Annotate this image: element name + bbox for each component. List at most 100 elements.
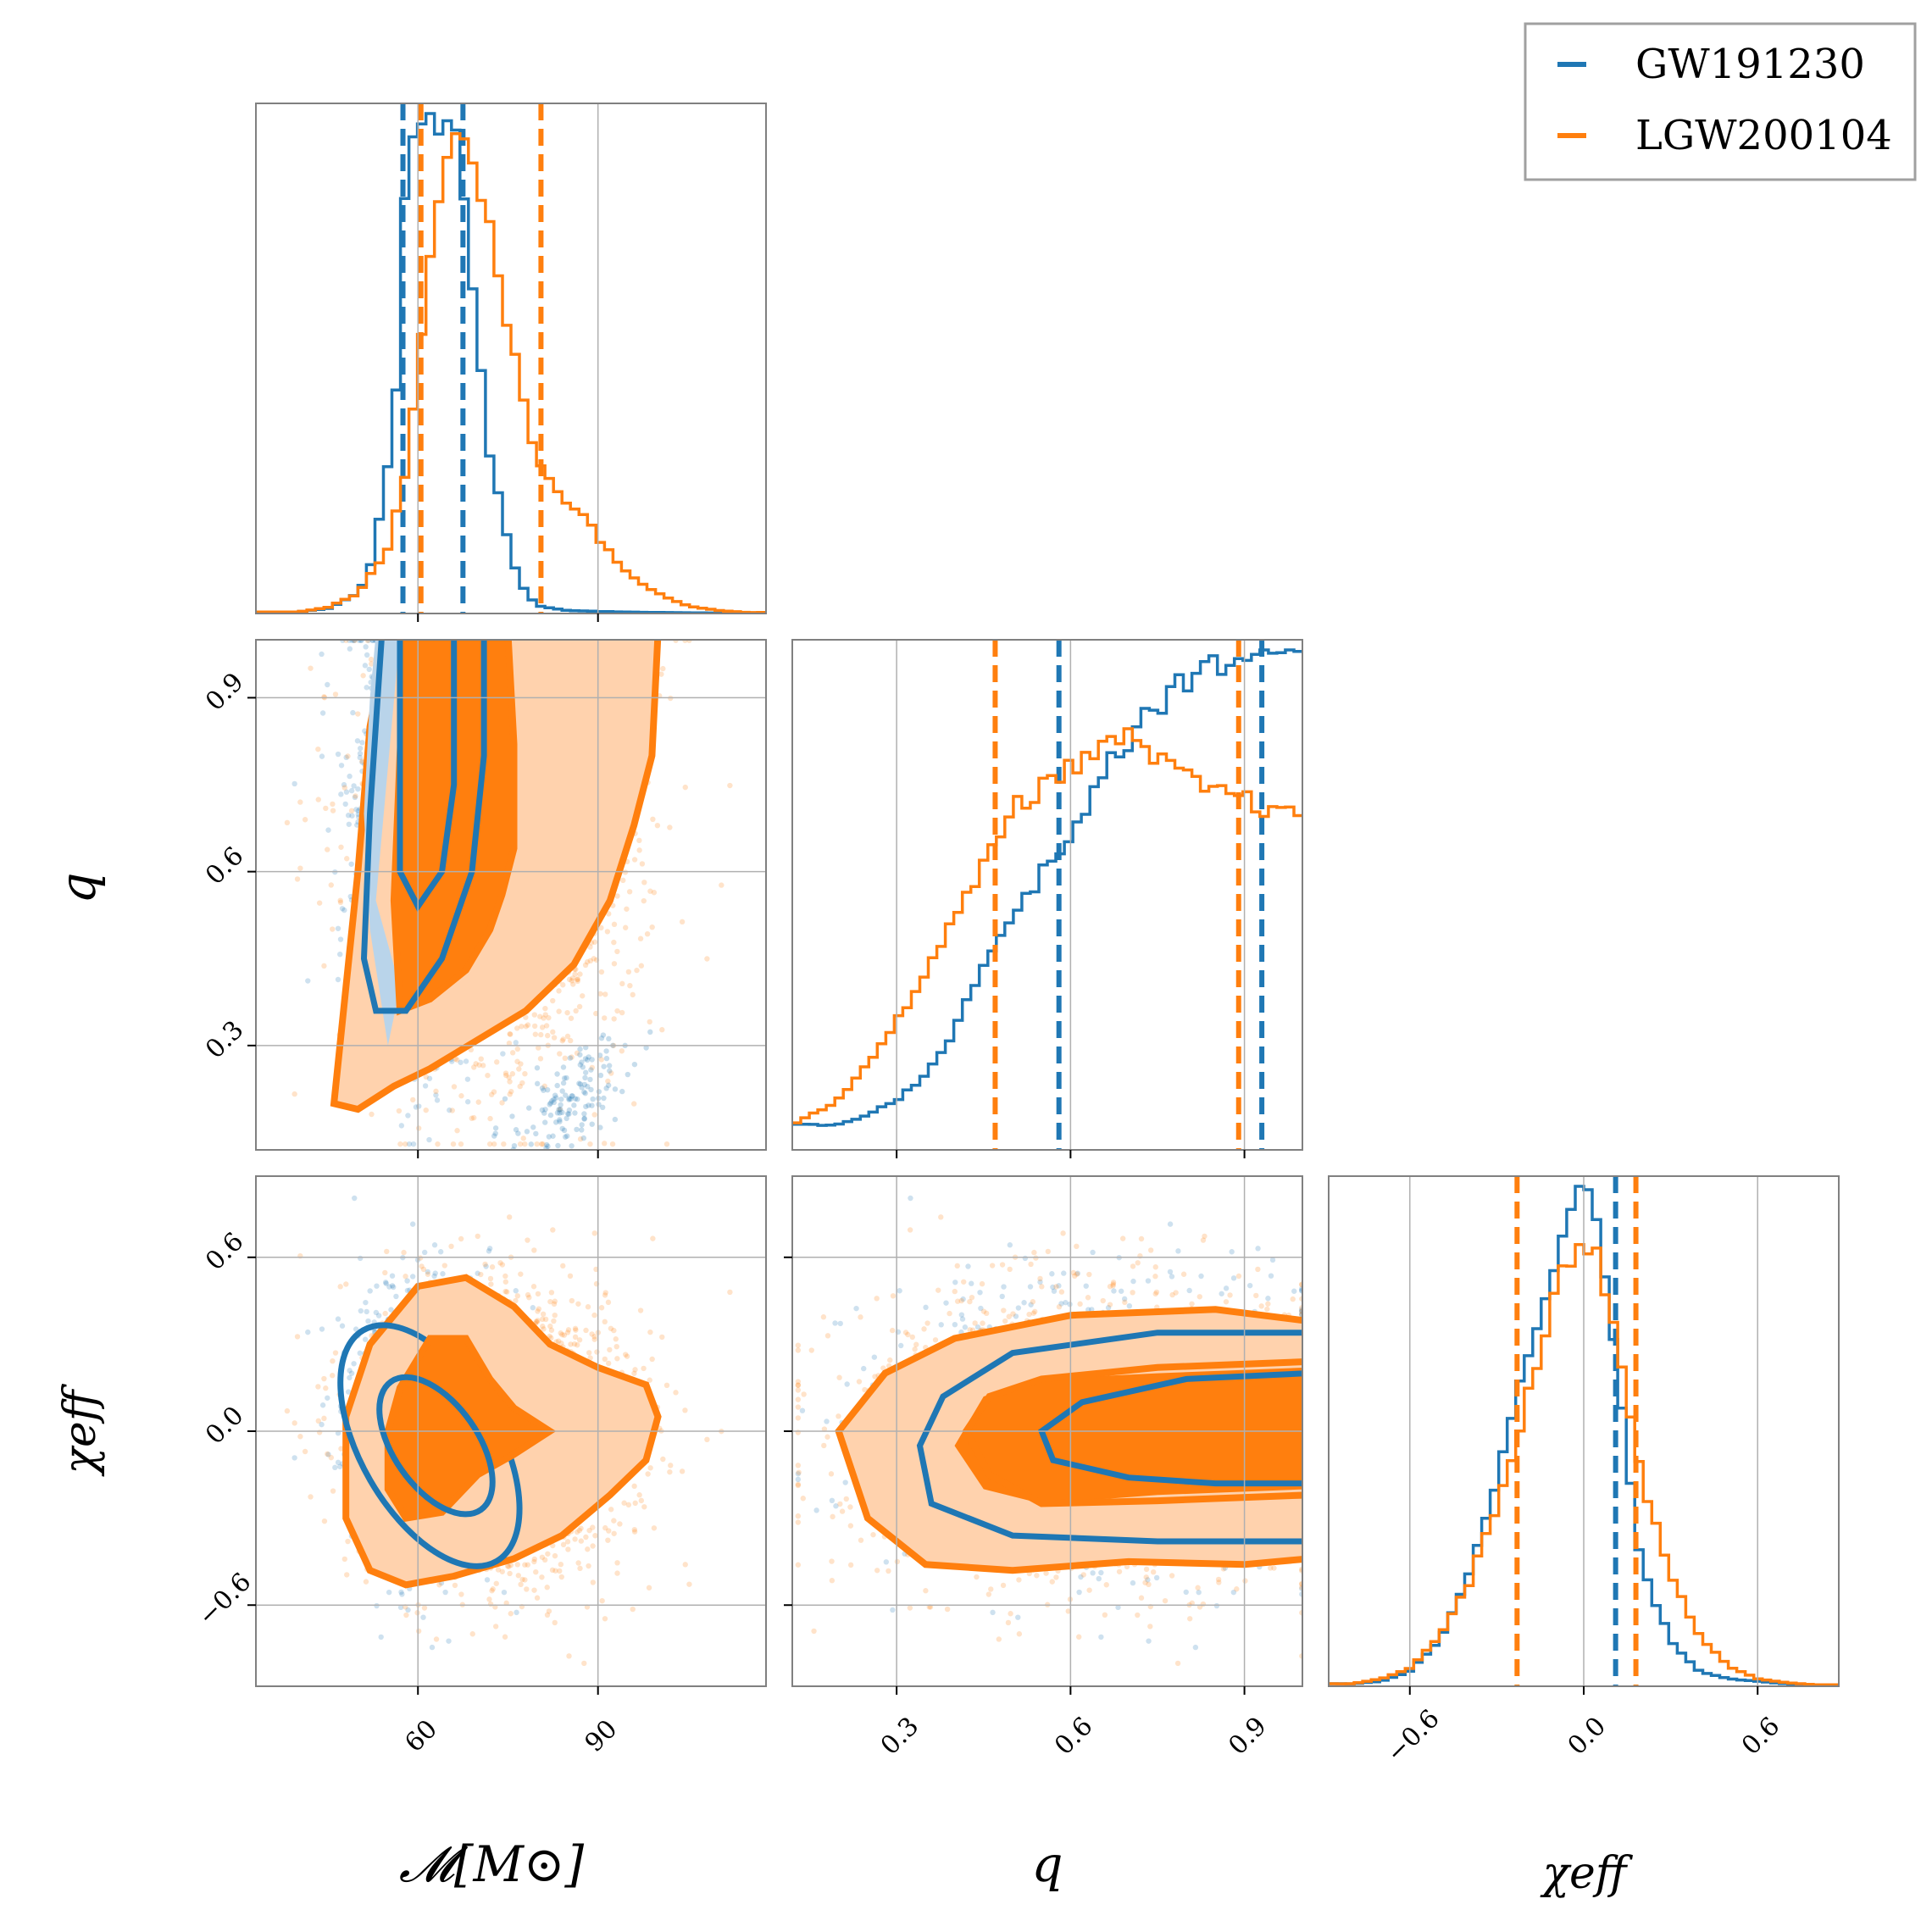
scatter-point <box>398 1589 404 1596</box>
scatter-point <box>619 1048 625 1054</box>
scatter-point <box>373 1309 380 1316</box>
scatter-point <box>651 890 658 896</box>
scatter-point <box>580 993 586 999</box>
scatter-point <box>579 1059 585 1065</box>
scatter-point <box>607 1068 613 1074</box>
scatter-point <box>359 758 365 764</box>
scatter-point <box>534 1080 541 1087</box>
scatter-point <box>534 1141 540 1147</box>
scatter-point <box>325 1452 331 1457</box>
scatter-point <box>560 982 566 988</box>
scatter-point <box>624 906 630 912</box>
scatter-point <box>541 1087 547 1093</box>
scatter-point <box>410 1141 417 1147</box>
scatter-point <box>423 1107 429 1113</box>
scatter-point <box>557 1051 563 1057</box>
scatter-point <box>343 789 350 795</box>
scatter-point <box>364 652 370 658</box>
scatter-point <box>308 665 314 671</box>
scatter-point <box>454 1128 460 1134</box>
scatter-point <box>319 1421 325 1428</box>
scatter-point <box>591 956 597 962</box>
scatter-point <box>589 1057 595 1063</box>
scatter-point <box>569 975 576 981</box>
scatter-point <box>530 1305 536 1311</box>
scatter-point <box>421 1249 428 1256</box>
scatter-point <box>566 1107 573 1113</box>
scatter-point <box>431 1273 437 1280</box>
scatter-point <box>359 740 365 746</box>
scatter-point <box>369 661 375 667</box>
scatter-point <box>545 1032 551 1039</box>
scatter-point <box>560 1080 567 1086</box>
scatter-point <box>597 991 603 997</box>
scatter-point <box>513 1157 518 1162</box>
scatter-point <box>580 1135 587 1141</box>
scatter-point <box>348 787 355 794</box>
scatter-point <box>636 847 642 853</box>
scatter-point <box>568 1096 574 1102</box>
scatter-point <box>348 808 355 814</box>
scatter-point <box>562 1134 569 1140</box>
scatter-point <box>555 1142 561 1149</box>
scatter-point <box>544 1086 551 1093</box>
scatter-point <box>506 1074 512 1080</box>
scatter-point <box>325 847 330 852</box>
scatter-point <box>323 805 329 812</box>
scatter-point <box>602 1015 608 1021</box>
scatter-point <box>574 1126 580 1133</box>
scatter-point <box>514 1046 521 1052</box>
scatter-point <box>531 1012 538 1018</box>
scatter-point <box>546 1014 552 1021</box>
scatter-point <box>564 1033 571 1040</box>
scatter-point <box>581 1116 587 1122</box>
scatter-point <box>522 1141 528 1147</box>
scatter-point <box>560 1064 567 1070</box>
scatter-point <box>526 1105 532 1111</box>
scatter-point <box>528 1141 535 1147</box>
scatter-point <box>297 865 303 871</box>
scatter-point <box>345 753 351 759</box>
scatter-point <box>475 1099 481 1105</box>
scatter-point <box>558 1096 564 1102</box>
scatter-point <box>572 1096 579 1102</box>
scatter-point <box>620 877 626 884</box>
scatter-point <box>639 861 646 867</box>
scatter-point <box>319 753 325 759</box>
scatter-point <box>332 1464 338 1471</box>
scatter-point <box>550 997 556 1004</box>
scatter-point <box>351 1361 357 1367</box>
scatter-point <box>542 1119 548 1125</box>
scatter-point <box>502 1072 509 1079</box>
scatter-point <box>605 1082 612 1088</box>
scatter-point <box>603 1085 609 1091</box>
scatter-point <box>587 958 594 964</box>
scatter-point <box>352 794 358 801</box>
scatter-point <box>519 1080 525 1086</box>
scatter-point <box>338 844 344 850</box>
scatter-point <box>405 1607 411 1613</box>
scatter-point <box>330 926 336 932</box>
scatter-point <box>432 1270 438 1276</box>
scatter-point <box>492 1125 499 1131</box>
scatter-point <box>475 1270 480 1276</box>
scatter-point <box>598 1057 604 1063</box>
scatter-point <box>584 959 591 965</box>
scatter-point <box>353 793 358 799</box>
scatter-point <box>536 1045 541 1051</box>
scatter-point <box>347 646 353 652</box>
scatter-point <box>641 897 647 904</box>
scatter-point <box>302 817 308 823</box>
scatter-point <box>357 1255 364 1262</box>
scatter-point <box>339 906 346 912</box>
scatter-point <box>599 1104 606 1111</box>
scatter-point <box>434 1097 441 1103</box>
scatter-point <box>583 1103 589 1110</box>
scatter-point <box>355 711 361 717</box>
scatter-point <box>345 813 352 819</box>
scatter-point <box>509 1071 516 1077</box>
scatter-point <box>382 1280 389 1285</box>
scatter-point <box>446 1638 452 1644</box>
scatter-point <box>644 930 651 937</box>
scatter-point <box>530 1124 536 1130</box>
